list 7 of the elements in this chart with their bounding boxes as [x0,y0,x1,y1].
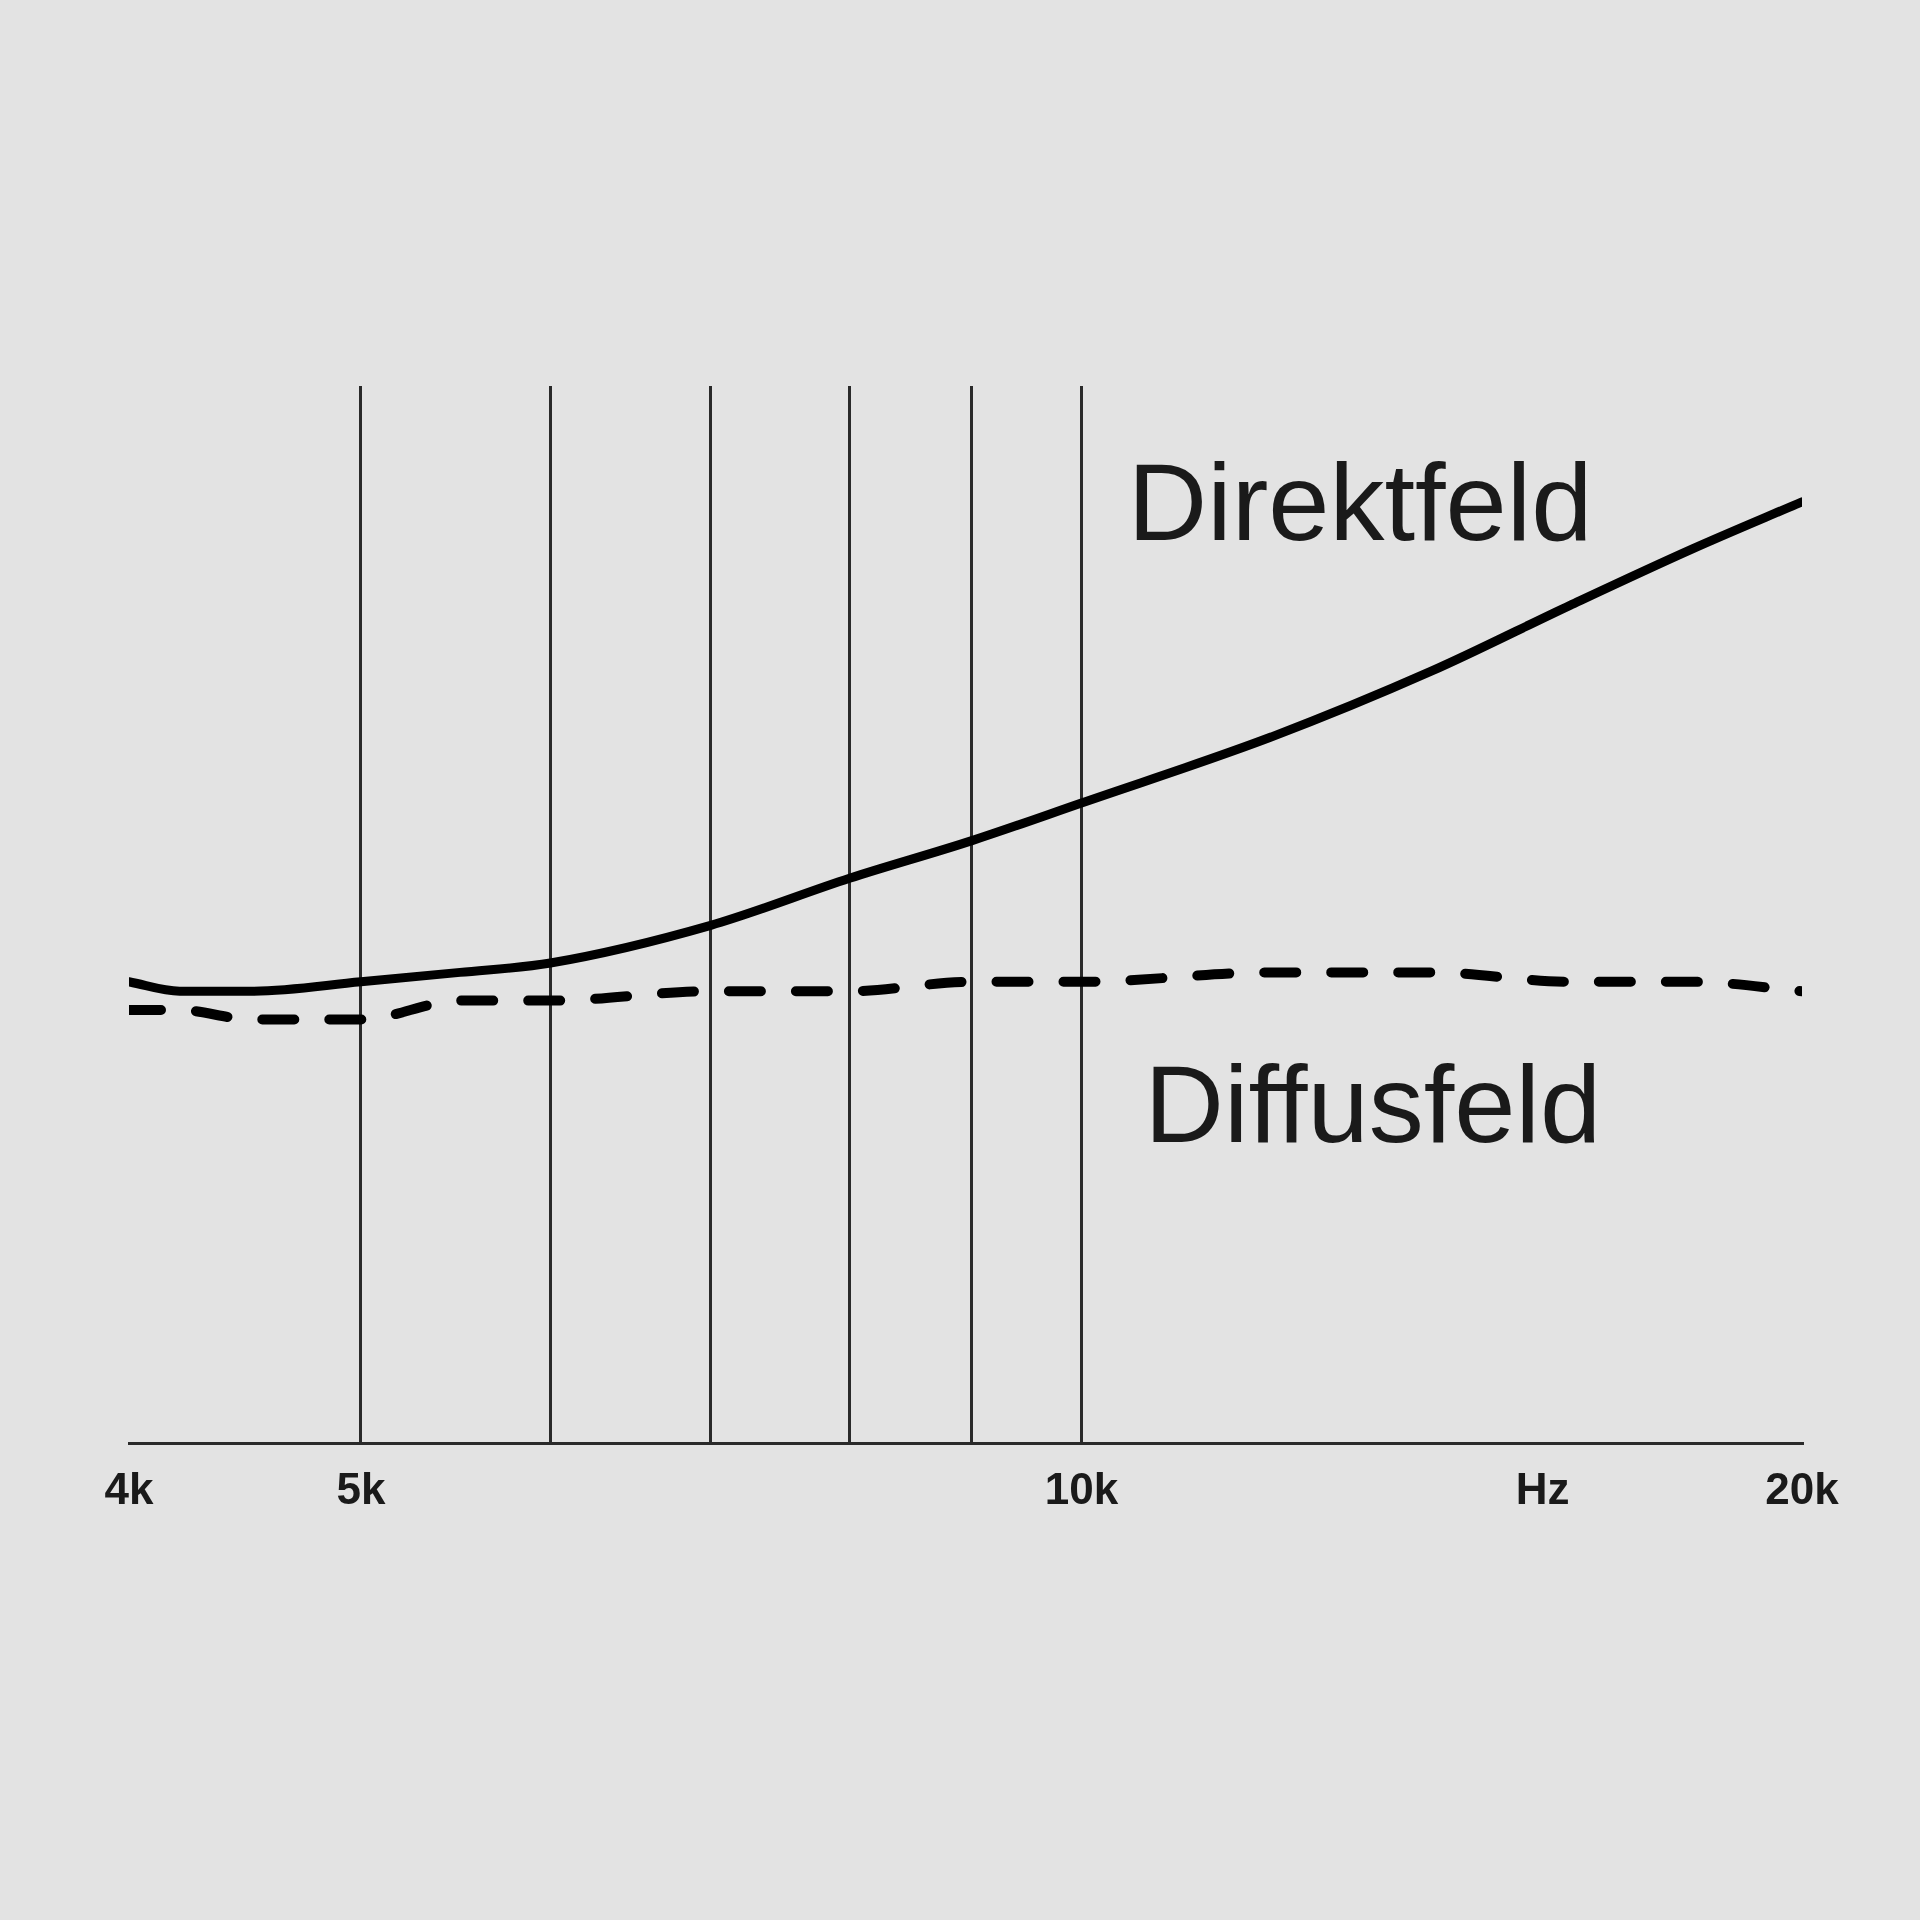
x-axis-title: Hz [1515,1463,1570,1513]
x-tick-label: 5k [336,1463,386,1513]
series-label: Direktfeld [1127,440,1593,564]
x-tick-label: 20k [1765,1463,1840,1513]
series-label: Diffusfeld [1144,1041,1602,1165]
x-tick-label: 10k [1044,1463,1119,1513]
x-tick-label: 4k [104,1463,154,1513]
